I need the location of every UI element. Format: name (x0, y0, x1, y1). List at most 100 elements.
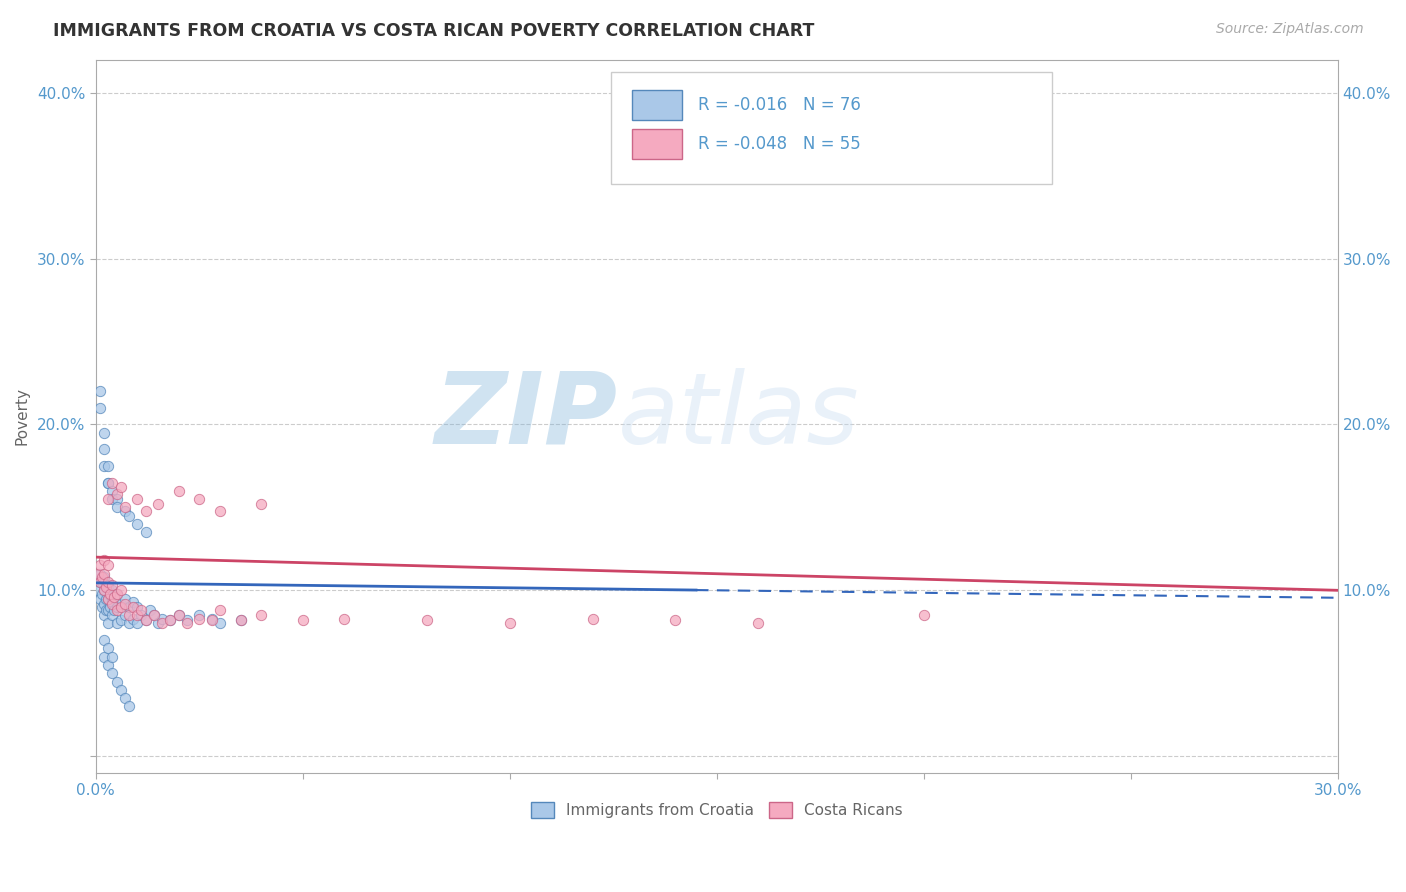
Point (127, 492, 149, 507)
Point (105, 616, 128, 631)
Point (101, 649, 124, 664)
Y-axis label: Poverty: Poverty (15, 387, 30, 445)
Point (167, 608, 190, 623)
Point (114, 504, 136, 518)
Point (664, 613, 686, 627)
Point (127, 516, 149, 531)
Point (101, 597, 124, 611)
Point (89, 574, 111, 589)
Point (127, 608, 149, 623)
Point (167, 608, 190, 623)
Point (142, 608, 165, 623)
Point (105, 500, 128, 515)
Point (118, 599, 141, 614)
Point (105, 599, 128, 614)
Point (250, 497, 273, 511)
Point (97, 591, 120, 606)
Point (208, 504, 231, 518)
Point (142, 608, 165, 623)
Text: ZIP: ZIP (434, 368, 617, 465)
Point (208, 616, 231, 631)
Point (101, 608, 124, 623)
Point (101, 492, 124, 507)
Point (89, 384, 111, 399)
Point (93, 583, 115, 598)
Point (97, 591, 120, 606)
Point (114, 691, 136, 706)
Point (93, 633, 115, 648)
Point (131, 603, 153, 617)
Legend: Immigrants from Croatia, Costa Ricans: Immigrants from Croatia, Costa Ricans (523, 795, 911, 826)
Point (159, 613, 181, 627)
Point (101, 595, 124, 609)
Point (93, 570, 115, 584)
Text: R = -0.048   N = 55: R = -0.048 N = 55 (699, 135, 860, 153)
Point (105, 674, 128, 689)
Point (114, 608, 136, 623)
Point (105, 492, 128, 507)
Point (110, 613, 132, 627)
Point (96, 591, 118, 606)
Point (114, 597, 136, 611)
Point (167, 483, 190, 498)
Point (114, 500, 136, 515)
Point (97, 574, 120, 589)
Point (135, 613, 157, 627)
Point (150, 616, 173, 631)
Point (135, 504, 157, 518)
Point (135, 613, 157, 627)
Point (96, 580, 118, 594)
Point (229, 613, 252, 627)
Point (89, 566, 111, 581)
Point (96, 578, 118, 592)
Point (229, 613, 252, 627)
Point (150, 611, 173, 625)
Point (110, 583, 132, 598)
Point (93, 458, 115, 473)
Point (201, 611, 224, 625)
Point (131, 608, 153, 623)
Point (159, 613, 181, 627)
Point (110, 599, 132, 614)
Point (110, 481, 132, 495)
Point (146, 616, 169, 631)
Point (291, 613, 314, 627)
Point (122, 595, 145, 609)
Point (747, 616, 769, 631)
Point (101, 578, 124, 592)
Point (188, 611, 211, 625)
Point (91, 570, 114, 584)
Point (499, 616, 522, 631)
Point (93, 608, 115, 623)
Point (91, 574, 114, 589)
FancyBboxPatch shape (633, 90, 682, 120)
Point (105, 487, 128, 501)
Point (250, 608, 273, 623)
Point (101, 583, 124, 598)
Point (89, 558, 111, 573)
Point (122, 599, 145, 614)
Point (98, 586, 121, 600)
Point (333, 611, 356, 625)
Point (87, 583, 110, 598)
Point (110, 597, 132, 611)
Point (89, 591, 111, 606)
Text: IMMIGRANTS FROM CROATIA VS COSTA RICAN POVERTY CORRELATION CHART: IMMIGRANTS FROM CROATIA VS COSTA RICAN P… (53, 22, 815, 40)
Point (127, 616, 149, 631)
Point (176, 613, 198, 627)
Point (97, 641, 120, 656)
Text: R = -0.016   N = 76: R = -0.016 N = 76 (699, 95, 860, 113)
Point (97, 475, 120, 490)
Point (89, 574, 111, 589)
Point (912, 608, 935, 623)
Text: atlas: atlas (617, 368, 859, 465)
Point (97, 580, 120, 594)
Point (87, 566, 110, 581)
Point (101, 483, 124, 498)
FancyBboxPatch shape (612, 71, 1052, 185)
Point (122, 611, 145, 625)
Point (101, 475, 124, 490)
Point (93, 442, 115, 457)
Point (208, 603, 231, 617)
Point (188, 492, 211, 507)
